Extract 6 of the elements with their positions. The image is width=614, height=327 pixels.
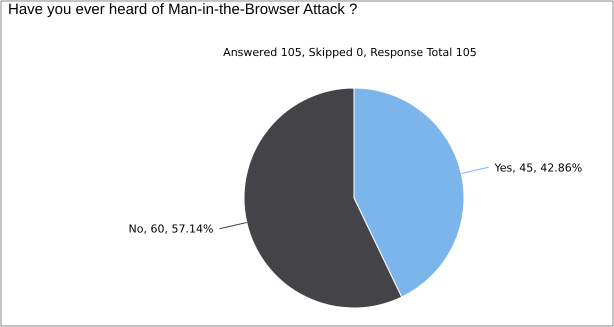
data-label: , 45, 42.86% bbox=[512, 161, 582, 174]
slice-label: No bbox=[128, 222, 144, 236]
chart-title: Have you ever heard of Man-in-the-Browser Attack ? bbox=[8, 1, 358, 18]
slice-label: Yes bbox=[494, 161, 513, 174]
data-label: , 60, 57.14% bbox=[144, 222, 214, 236]
chart-subtitle: Answered 105, Skipped 0, Response Total 105 bbox=[223, 46, 477, 59]
